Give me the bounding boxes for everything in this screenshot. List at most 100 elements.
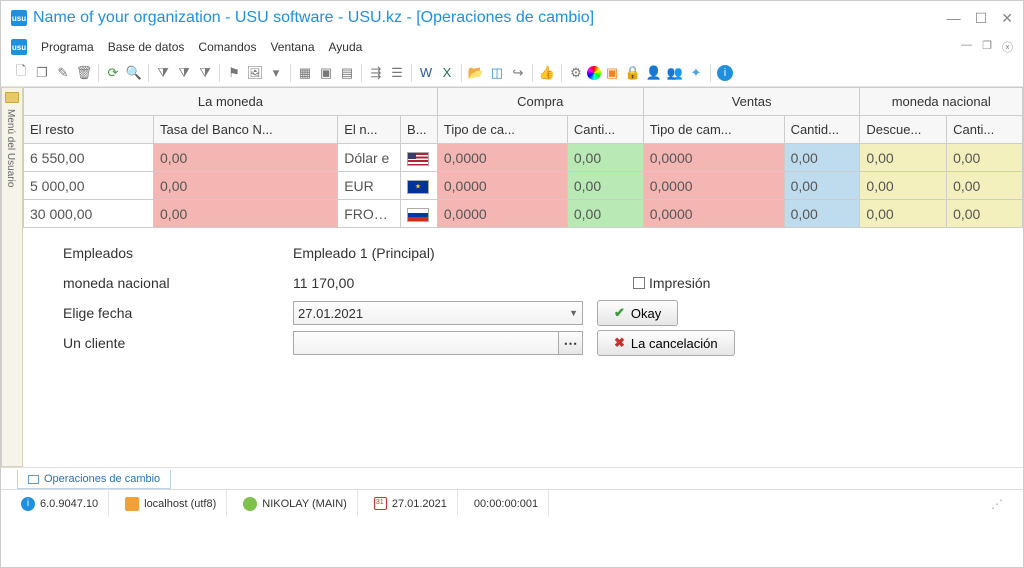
calendar-icon: [374, 497, 387, 510]
title-bar: usu Name of your organization - USU soft…: [1, 1, 1023, 35]
tb-edit-icon[interactable]: ✎: [53, 63, 73, 83]
input-cliente[interactable]: [293, 331, 559, 355]
tb-filter-icon[interactable]: ⧩: [153, 63, 173, 83]
mdi-restore-icon[interactable]: ❐: [982, 39, 992, 55]
tb-image-icon[interactable]: 🖼: [245, 63, 265, 83]
status-user: NIKOLAY (MAIN): [262, 498, 347, 510]
tb-new-icon[interactable]: 🗋: [11, 63, 31, 83]
cliente-lookup-button[interactable]: ⋯: [559, 331, 583, 355]
table-row[interactable]: 30 000,000,00FROTAI0,00000,000,00000,000…: [24, 200, 1023, 228]
tb-grid2-icon[interactable]: ▣: [316, 63, 336, 83]
col-nombre[interactable]: El n...: [338, 116, 401, 144]
status-host: localhost (utf8): [144, 498, 216, 510]
side-panel-tab[interactable]: Menú del Usuario: [1, 87, 23, 467]
tb-refresh-icon[interactable]: ⟳: [103, 63, 123, 83]
chevron-down-icon[interactable]: ▼: [569, 308, 578, 318]
table-row[interactable]: 5 000,000,00EUR0,00000,000,00000,000,000…: [24, 172, 1023, 200]
val-nacional: 11 170,00: [293, 275, 593, 291]
status-time: 00:00:00:001: [474, 498, 538, 510]
database-icon: [125, 497, 139, 511]
tb-rss-icon[interactable]: ▣: [602, 63, 622, 83]
tb-filter2-icon[interactable]: ⧩: [174, 63, 194, 83]
menu-basededatos[interactable]: Base de datos: [102, 38, 191, 56]
col-cant-c[interactable]: Canti...: [567, 116, 643, 144]
tb-delete-icon[interactable]: 🗑: [74, 63, 94, 83]
tb-user-icon[interactable]: 👤: [644, 63, 664, 83]
grp-ventas: Ventas: [643, 88, 860, 116]
status-version: 6.0.9047.10: [40, 498, 98, 510]
folder-icon: [5, 92, 19, 103]
tb-thumb-icon[interactable]: 👍: [537, 63, 557, 83]
side-panel-label: Menú del Usuario: [5, 109, 16, 187]
tb-word-icon[interactable]: W: [416, 63, 436, 83]
tb-gear-icon[interactable]: ⚙: [566, 63, 586, 83]
col-tipo-c[interactable]: Tipo de ca...: [437, 116, 567, 144]
maximize-icon[interactable]: ☐: [975, 10, 988, 27]
col-tasa[interactable]: Tasa del Banco N...: [154, 116, 338, 144]
col-cant-v[interactable]: Cantid...: [784, 116, 860, 144]
flag-icon: [407, 180, 429, 194]
lbl-empleados: Empleados: [63, 245, 293, 261]
mdi-close-icon[interactable]: ⓧ: [1002, 39, 1013, 55]
flag-icon: [407, 208, 429, 222]
col-resto[interactable]: El resto: [24, 116, 154, 144]
okay-button[interactable]: ✔Okay: [597, 300, 678, 326]
toolbar: 🗋 ❐ ✎ 🗑 ⟳ 🔍 ⧩ ⧩ ⧩ ⚑ 🖼 ▾ ▦ ▣ ▤ ⇶ ☰ W X 📂 …: [1, 59, 1023, 87]
tb-copy-icon[interactable]: ❐: [32, 63, 52, 83]
menu-app-icon: usu: [11, 39, 27, 55]
tb-grid1-icon[interactable]: ▦: [295, 63, 315, 83]
lbl-cliente: Un cliente: [63, 335, 293, 351]
window-icon: [28, 475, 39, 484]
tb-search-icon[interactable]: 🔍: [124, 63, 144, 83]
lbl-fecha: Elige fecha: [63, 305, 293, 321]
tb-excel-icon[interactable]: X: [437, 63, 457, 83]
tb-color-icon[interactable]: [587, 66, 601, 80]
tb-box-icon[interactable]: ◫: [487, 63, 507, 83]
col-tipo-v[interactable]: Tipo de cam...: [643, 116, 784, 144]
tb-users-icon[interactable]: 👥: [665, 63, 685, 83]
form-panel: Empleados Empleado 1 (Principal) moneda …: [23, 228, 1023, 368]
menu-programa[interactable]: Programa: [35, 38, 100, 56]
cancel-icon: ✖: [614, 335, 625, 351]
cancel-button[interactable]: ✖La cancelación: [597, 330, 735, 356]
tb-flag-icon[interactable]: ⚑: [224, 63, 244, 83]
tb-grid3-icon[interactable]: ▤: [337, 63, 357, 83]
status-bar: i 6.0.9047.10 localhost (utf8) NIKOLAY (M…: [1, 489, 1023, 517]
menu-ayuda[interactable]: Ayuda: [323, 38, 369, 56]
tb-exit-icon[interactable]: ↪: [508, 63, 528, 83]
input-fecha[interactable]: 27.01.2021 ▼: [293, 301, 583, 325]
tb-info-icon[interactable]: i: [715, 63, 735, 83]
status-info-icon: i: [21, 497, 35, 511]
lbl-nacional: moneda nacional: [63, 275, 293, 291]
window-title: Name of your organization - USU software…: [33, 9, 947, 27]
table-row[interactable]: 6 550,000,00Dólar e0,00000,000,00000,000…: [24, 144, 1023, 172]
user-icon: [243, 497, 257, 511]
tb-filter3-icon[interactable]: ⧩: [195, 63, 215, 83]
col-cant-n[interactable]: Canti...: [947, 116, 1023, 144]
check-icon: ✔: [614, 305, 625, 321]
tb-dropdown-icon[interactable]: ▾: [266, 63, 286, 83]
tab-operaciones[interactable]: Operaciones de cambio: [17, 470, 171, 489]
tb-lock-icon[interactable]: 🔒: [623, 63, 643, 83]
val-empleados: Empleado 1 (Principal): [293, 245, 593, 261]
document-tabs: Operaciones de cambio: [1, 467, 1023, 489]
grp-compra: Compra: [437, 88, 643, 116]
menu-comandos[interactable]: Comandos: [192, 38, 262, 56]
status-date: 27.01.2021: [392, 498, 447, 510]
mdi-minimize-icon[interactable]: —: [961, 39, 972, 55]
resize-grip-icon[interactable]: ⋰: [991, 497, 1003, 511]
tb-wand-icon[interactable]: ✦: [686, 63, 706, 83]
chk-impresion[interactable]: Impresión: [633, 275, 710, 291]
app-icon: usu: [11, 10, 27, 26]
menu-ventana[interactable]: Ventana: [264, 38, 320, 56]
minimize-icon[interactable]: —: [947, 10, 961, 27]
col-b[interactable]: B...: [401, 116, 438, 144]
grp-nacional: moneda nacional: [860, 88, 1023, 116]
tb-tree-icon[interactable]: ⇶: [366, 63, 386, 83]
menu-bar: usu Programa Base de datos Comandos Vent…: [1, 35, 1023, 59]
col-desc[interactable]: Descue...: [860, 116, 947, 144]
close-icon[interactable]: ✕: [1001, 10, 1013, 27]
currency-grid[interactable]: La moneda Compra Ventas moneda nacional …: [23, 87, 1023, 228]
tb-open-icon[interactable]: 📂: [466, 63, 486, 83]
tb-list-icon[interactable]: ☰: [387, 63, 407, 83]
